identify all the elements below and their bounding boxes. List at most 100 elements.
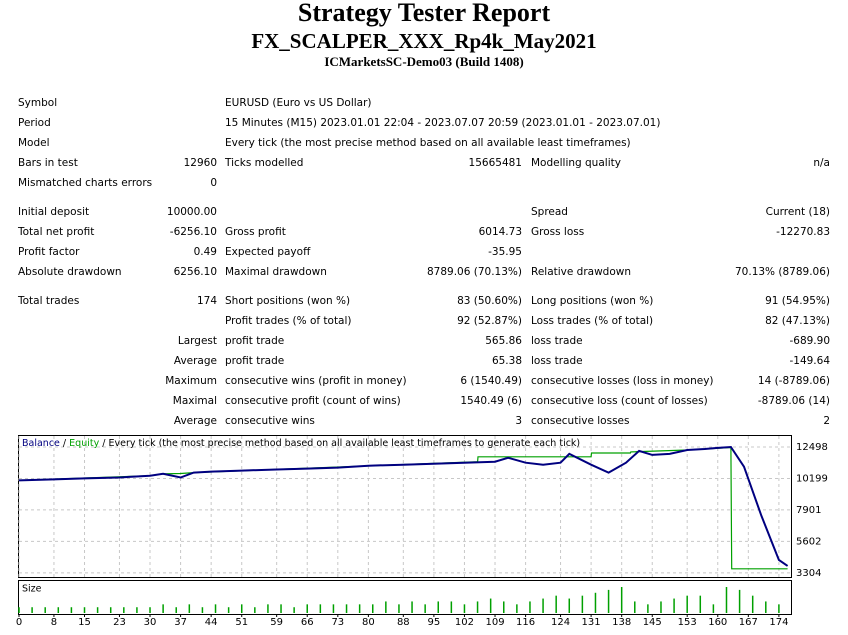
size-bar <box>123 607 125 613</box>
size-bar <box>568 598 571 613</box>
x-tick-label: 8 <box>51 617 57 628</box>
size-bar <box>109 607 112 613</box>
table-cell: Model <box>18 137 50 149</box>
size-bar <box>201 607 204 613</box>
table-cell: 3 <box>515 415 522 427</box>
x-tick-label: 95 <box>428 617 441 628</box>
size-bar <box>686 595 688 613</box>
table-cell: Long positions (won %) <box>531 295 653 307</box>
x-tick-label: 138 <box>612 617 631 628</box>
size-bar <box>306 604 308 613</box>
x-tick-label: 124 <box>551 617 570 628</box>
size-bar <box>463 604 466 613</box>
size-bar <box>385 601 387 613</box>
table-cell: Loss trades (% of total) <box>531 315 653 327</box>
size-bar <box>673 598 675 613</box>
legend-separator: / <box>63 438 67 449</box>
table-cell: profit trade <box>225 355 284 367</box>
size-bar <box>516 604 518 613</box>
table-cell: 0 <box>210 177 217 189</box>
size-bar <box>332 604 335 613</box>
size-bar <box>607 589 610 613</box>
size-bar <box>83 607 86 613</box>
table-cell: consecutive wins (profit in money) <box>225 375 407 387</box>
table-cell: 15 Minutes (M15) 2023.01.01 22:04 - 2023… <box>225 117 660 129</box>
size-bar <box>555 595 557 613</box>
series-line <box>18 445 789 567</box>
size-bar <box>476 601 479 613</box>
table-cell: Gross loss <box>531 226 584 238</box>
server: ICMarketsSC-Demo03 (Build 1408) <box>324 54 523 69</box>
x-tick-label: 88 <box>397 617 410 628</box>
title: Strategy Tester Report <box>298 0 551 27</box>
size-bar <box>149 607 151 613</box>
size-bar <box>437 601 440 613</box>
x-tick-label: 66 <box>301 617 314 628</box>
size-bar <box>712 604 715 613</box>
table-cell: 565.86 <box>485 335 522 347</box>
legend-separator: / <box>102 438 106 449</box>
table-cell: -689.90 <box>789 335 830 347</box>
y-tick-label: 12498 <box>796 442 828 453</box>
table-cell: consecutive profit (count of wins) <box>225 395 401 407</box>
table-cell: 10000.00 <box>167 206 217 218</box>
size-bar <box>70 607 73 613</box>
x-tick-label: 116 <box>516 617 535 628</box>
size-bar <box>398 604 400 613</box>
size-bar <box>31 607 33 613</box>
size-bar <box>188 604 191 613</box>
size-bar <box>358 604 361 613</box>
table-cell: Bars in test <box>18 157 78 169</box>
table-cell: loss trade <box>531 335 583 347</box>
table-cell: Profit trades (% of total) <box>225 315 352 327</box>
size-bar <box>214 604 217 613</box>
table-cell: Maximal drawdown <box>225 266 327 278</box>
size-bar <box>18 607 20 613</box>
table-cell: 83 (50.60%) <box>457 295 522 307</box>
table-cell: Current (18) <box>766 206 830 218</box>
size-bar <box>319 604 322 613</box>
table-cell: 91 (54.95%) <box>765 295 830 307</box>
table-cell: 14 (-8789.06) <box>758 375 830 387</box>
size-bar <box>44 607 46 613</box>
size-label: Size <box>22 584 42 595</box>
table-cell: 2 <box>823 415 830 427</box>
x-tick-label: 51 <box>235 617 248 628</box>
size-frame <box>18 580 792 615</box>
x-tick-label: 59 <box>270 617 283 628</box>
table-cell: Total trades <box>17 295 79 307</box>
y-tick-label: 10199 <box>796 473 828 484</box>
size-bar <box>647 604 649 613</box>
y-tick-label: 5602 <box>796 536 821 547</box>
table-cell: Profit factor <box>18 246 80 258</box>
size-bar <box>725 587 728 613</box>
table-cell: Average <box>174 415 217 427</box>
y-tick-label: 7901 <box>796 505 821 516</box>
table-cell: 12960 <box>184 157 217 169</box>
table-cell: Initial deposit <box>18 206 89 218</box>
y-tick-label: 3304 <box>796 568 821 579</box>
x-tick-label: 153 <box>678 617 697 628</box>
x-tick-label: 44 <box>205 617 218 628</box>
subtitle: FX_SCALPER_XXX_Rp4k_May2021 <box>251 29 596 53</box>
size-bar <box>778 604 780 613</box>
table-cell: consecutive loss (count of losses) <box>531 395 708 407</box>
table-cell: -6256.10 <box>170 226 217 238</box>
table-cell: Average <box>174 355 217 367</box>
size-bar <box>699 595 702 613</box>
table-cell: Maximal <box>173 395 217 407</box>
size-bar <box>254 607 256 613</box>
x-tick-label: 73 <box>331 617 344 628</box>
x-tick-label: 102 <box>455 617 474 628</box>
legend-entry: Balance <box>22 438 60 449</box>
table-cell: consecutive wins <box>225 415 315 427</box>
size-bar <box>634 601 636 613</box>
table-cell: 1540.49 (6) <box>460 395 522 407</box>
legend-entry: Equity <box>69 438 99 449</box>
table-cell: -35.95 <box>488 246 522 258</box>
table-cell: 0.49 <box>194 246 217 258</box>
x-tick-label: 174 <box>769 617 788 628</box>
size-bar <box>175 607 177 613</box>
